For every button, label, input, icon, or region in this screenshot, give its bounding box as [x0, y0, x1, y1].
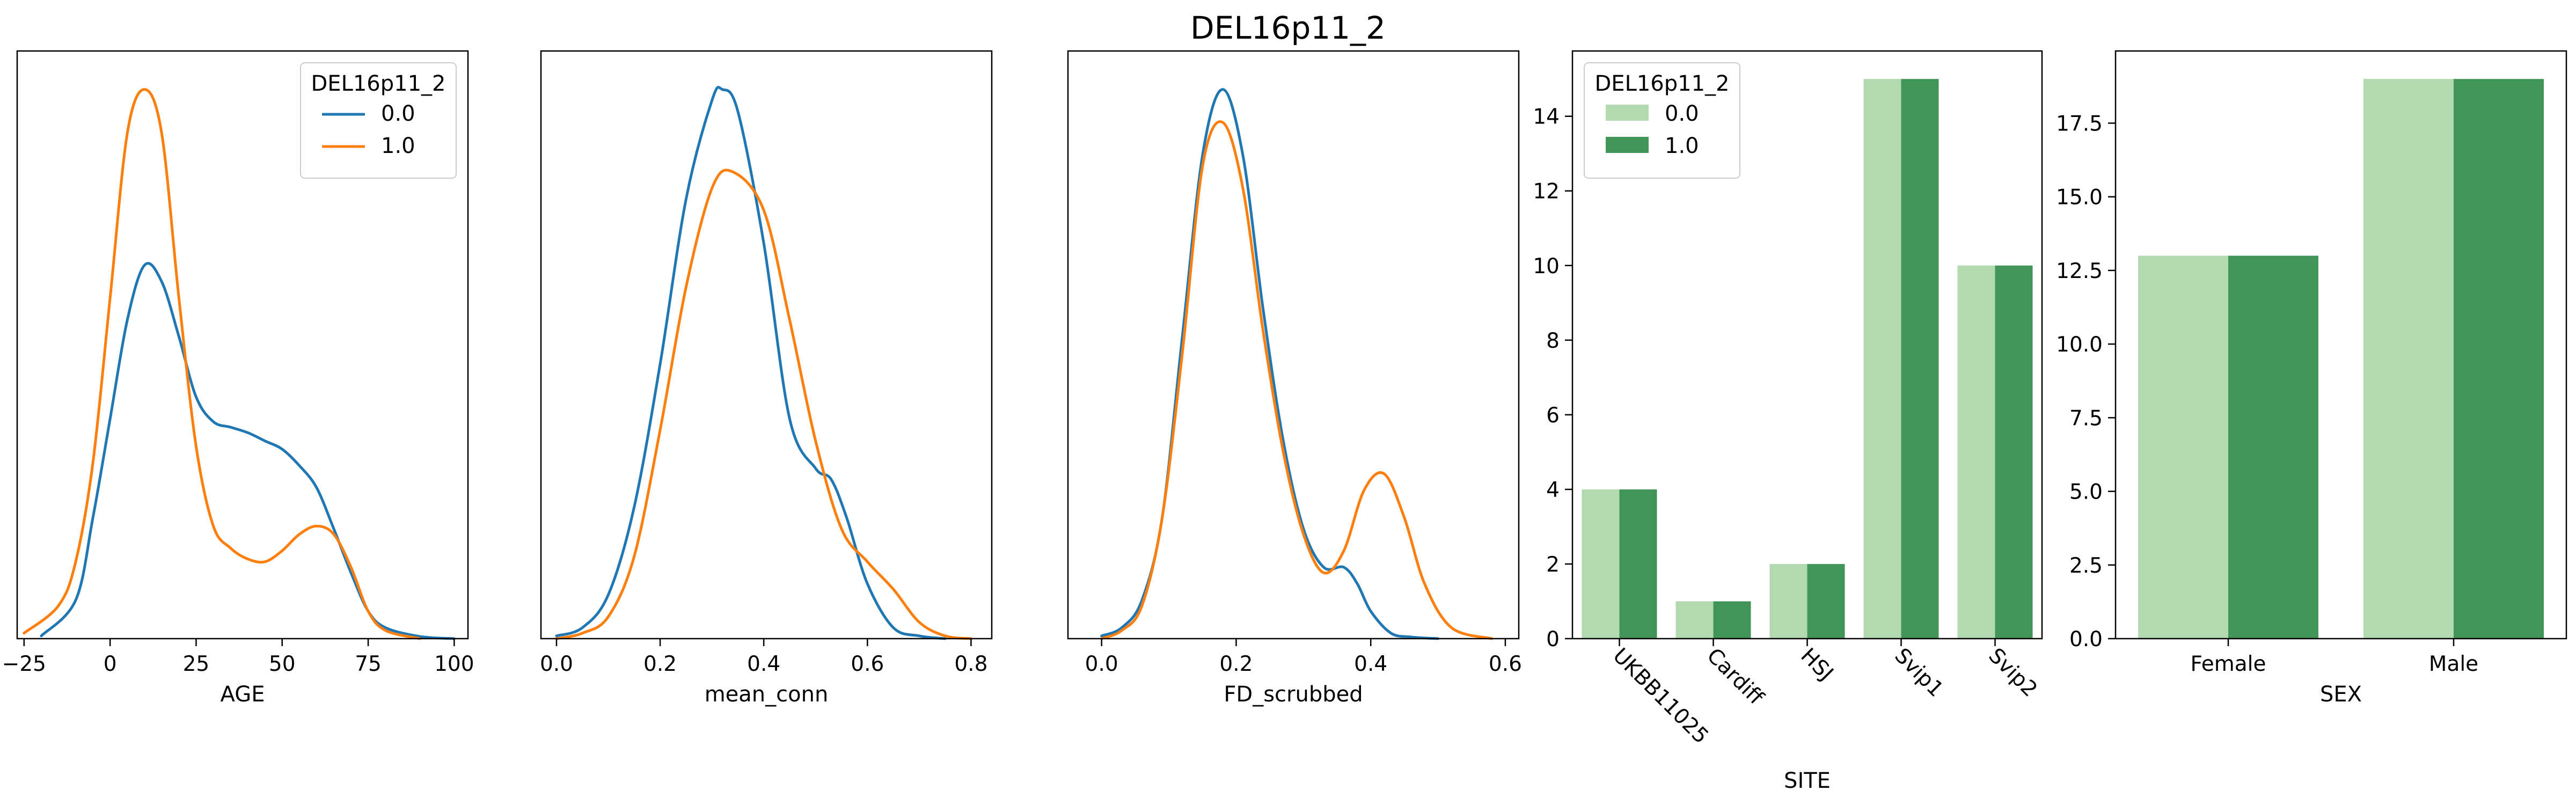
site-ytick-label: 2: [1546, 553, 1560, 577]
site-xtick-label: HSJ: [1796, 643, 1838, 685]
sex-ytick-label: 7.5: [2069, 406, 2103, 430]
site-bar-3-0: [1863, 79, 1901, 639]
site-bar-3-1: [1901, 79, 1939, 639]
sex-xtick-label: Male: [2429, 652, 2478, 676]
mean_conn-xtick-label: 0.0: [540, 652, 573, 676]
site-bar-2-1: [1807, 564, 1845, 639]
site-legend: DEL16p11_2 0.0 1.0: [1584, 62, 1740, 179]
age-panel: −25 0 25 50 75 100 AGE DEL16p11_2 0.0 1.0: [2, 50, 474, 707]
age-xtick-label: 50: [269, 652, 296, 676]
fd_scrubbed-xtick-label: 0.0: [1085, 652, 1118, 676]
site-bar-0-1: [1619, 489, 1657, 639]
mean_conn-panel: 0.0 0.2 0.4 0.6 0.8 mean_conn: [540, 50, 993, 707]
sex-bar-1-0: [2363, 79, 2454, 639]
age-legend-title: DEL16p11_2: [311, 71, 446, 96]
sex-ytick-label: 2.5: [2069, 554, 2103, 578]
site-ytick-label: 10: [1533, 254, 1560, 279]
sex-panel: 0.0 2.5 5.0 7.5 10.0 12.5 15.0 17.5 Female Male SE…: [2056, 50, 2567, 707]
sex-ytick-label: 15.0: [2056, 186, 2103, 210]
fd_scrubbed-xtick-label: 0.6: [1489, 652, 1522, 676]
age-xlabel: AGE: [221, 682, 265, 707]
mean_conn-axes-frame: [540, 50, 993, 640]
mean_conn-xlabel: mean_conn: [705, 682, 829, 707]
mean_conn-xtick-label: 0.2: [643, 652, 677, 676]
age-legend: DEL16p11_2 0.0 1.0: [300, 62, 457, 179]
figure-title: DEL16p11_2: [1190, 10, 1386, 46]
age-series-0-line: [40, 262, 456, 640]
site-ytick-label: 4: [1546, 478, 1560, 502]
site-ytick-label: 14: [1533, 105, 1560, 129]
site-bar-1-0: [1675, 601, 1714, 639]
sex-bar-1-1: [2454, 79, 2544, 639]
age-axes-frame: [16, 50, 469, 640]
sex-ytick-label: 0.0: [2069, 627, 2103, 652]
age-xtick-label: 75: [355, 652, 382, 676]
site-ytick-label: 8: [1546, 329, 1560, 353]
age-series-1-line: [23, 88, 421, 640]
site-legend-label-0: 0.0: [1665, 101, 1699, 126]
site-legend-swatch-1: [1606, 137, 1649, 153]
site-ytick-label: 12: [1533, 180, 1560, 204]
age-legend-label-1: 1.0: [381, 134, 415, 158]
fd_scrubbed-series-1-line: [1100, 120, 1494, 640]
site-ytick-label: 6: [1546, 404, 1560, 428]
sex-ytick-label: 17.5: [2056, 112, 2103, 136]
mean_conn-series-1-line: [555, 169, 972, 640]
sex-xlabel: SEX: [2320, 682, 2362, 707]
site-ytick-label: 0: [1546, 627, 1560, 652]
fd_scrubbed-xlabel: FD_scrubbed: [1224, 682, 1363, 707]
sex-ytick-label: 5.0: [2069, 480, 2103, 504]
age-xtick-label: 100: [434, 652, 474, 676]
mean_conn-xtick-label: 0.8: [954, 652, 987, 676]
age-legend-label-0: 0.0: [381, 101, 415, 126]
sex-bar-0-0: [2138, 255, 2228, 639]
site-bar-1-1: [1713, 601, 1751, 639]
fd_scrubbed-axes-frame: [1067, 50, 1520, 640]
mean_conn-xtick-label: 0.6: [851, 652, 884, 676]
age-legend-frame: [300, 62, 457, 179]
site-xlabel: SITE: [1784, 769, 1831, 793]
fd_scrubbed-xtick-label: 0.4: [1354, 652, 1387, 676]
sex-xtick-label: Female: [2190, 652, 2266, 676]
fd_scrubbed-xtick-label: 0.2: [1219, 652, 1253, 676]
site-xtick-label: Cardiff: [1702, 643, 1768, 710]
site-legend-label-1: 1.0: [1665, 134, 1699, 158]
age-xtick-label: 25: [183, 652, 210, 676]
fd_scrubbed-plot-area: [1068, 51, 1519, 639]
site-bar-0-0: [1582, 489, 1620, 639]
mean_conn-xtick-label: 0.4: [747, 652, 780, 676]
fd_scrubbed-panel: 0.0 0.2 0.4 0.6 FD_scrubbed: [1067, 50, 1522, 707]
site-xtick-label: Svip1: [1890, 643, 1948, 701]
age-xtick-label: 0: [104, 652, 117, 676]
site-bar-4-1: [1995, 265, 2033, 639]
site-legend-title: DEL16p11_2: [1595, 71, 1730, 96]
age-xtick-label: −25: [2, 652, 46, 676]
sex-bar-0-1: [2228, 255, 2318, 639]
sex-axes-frame: [2114, 50, 2567, 640]
sex-ytick-label: 10.0: [2056, 333, 2103, 357]
site-bar-4-0: [1957, 265, 1995, 639]
mean_conn-plot-area: [541, 51, 992, 639]
site-legend-swatch-0: [1606, 105, 1649, 121]
site-xtick-label: Svip2: [1984, 643, 2041, 701]
sex-ytick-label: 12.5: [2056, 259, 2103, 283]
site-xtick-label: UKBB11025: [1608, 643, 1713, 749]
site-bar-2-0: [1769, 564, 1807, 639]
